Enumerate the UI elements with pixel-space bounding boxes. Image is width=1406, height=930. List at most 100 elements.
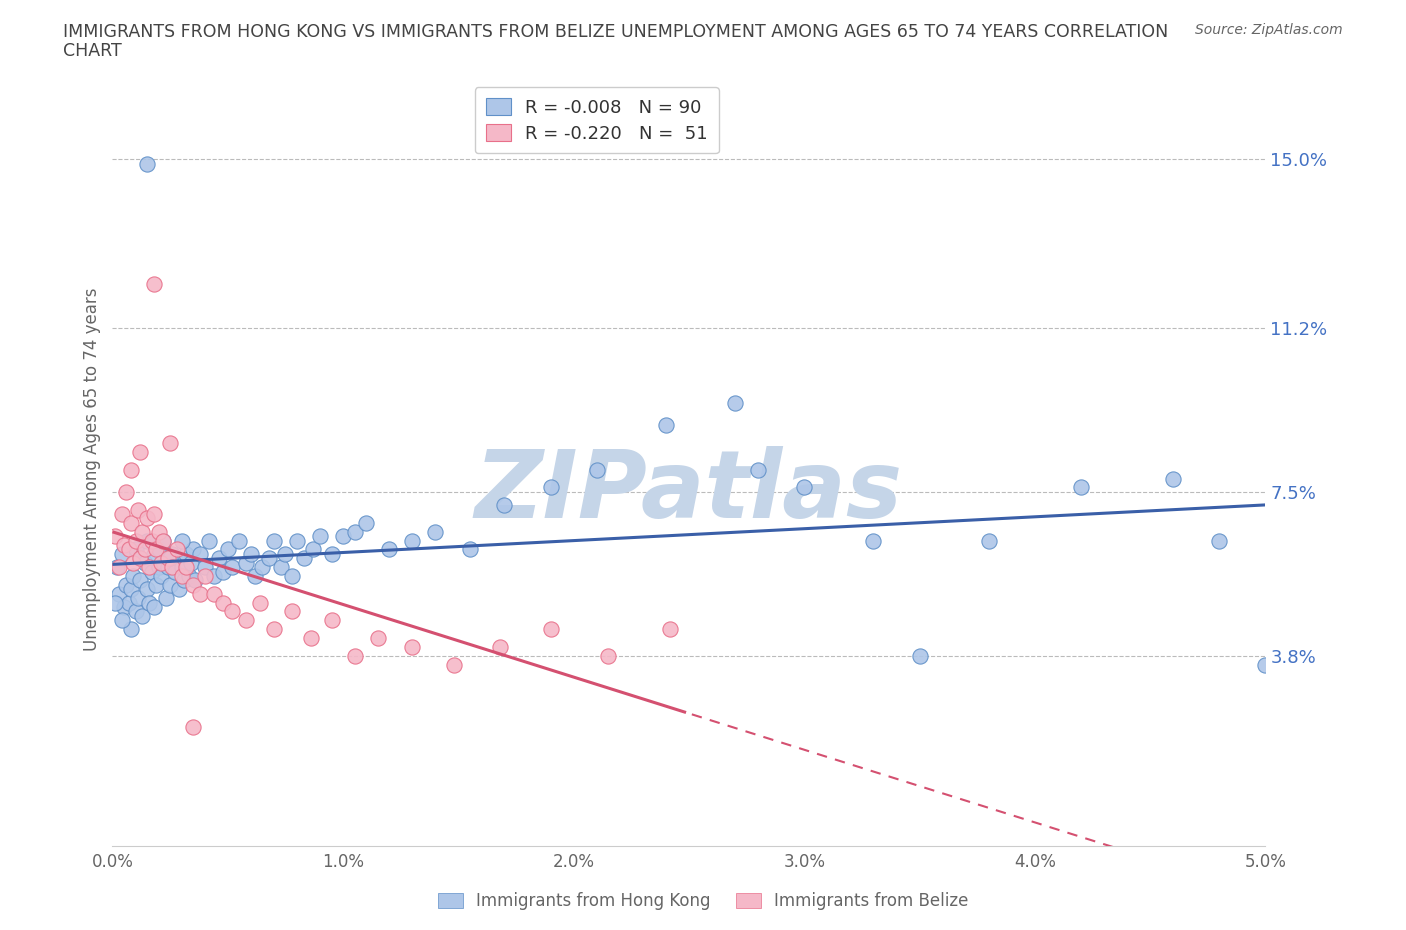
Point xyxy=(136,511,159,525)
Point xyxy=(908,648,931,663)
Point xyxy=(173,573,195,588)
Point xyxy=(181,719,204,734)
Point xyxy=(263,533,285,548)
Point xyxy=(184,573,207,588)
Point xyxy=(378,542,401,557)
Point xyxy=(270,560,292,575)
Point xyxy=(249,595,271,610)
Point xyxy=(188,547,211,562)
Legend: R = -0.008   N = 90, R = -0.220   N =  51: R = -0.008 N = 90, R = -0.220 N = 51 xyxy=(475,87,718,153)
Point xyxy=(332,528,354,543)
Point xyxy=(281,568,304,583)
Point xyxy=(180,555,202,570)
Point xyxy=(194,568,217,583)
Point xyxy=(143,600,166,615)
Point xyxy=(129,551,152,565)
Point xyxy=(136,582,159,597)
Point xyxy=(1254,658,1277,672)
Point xyxy=(122,568,145,583)
Point xyxy=(1161,472,1184,486)
Point xyxy=(112,538,135,552)
Point xyxy=(143,507,166,522)
Text: ZIPatlas: ZIPatlas xyxy=(475,446,903,538)
Point xyxy=(489,640,512,655)
Point xyxy=(181,542,204,557)
Point xyxy=(145,578,167,592)
Point xyxy=(221,604,243,618)
Point xyxy=(152,533,174,548)
Point xyxy=(793,480,815,495)
Point xyxy=(156,560,179,575)
Point xyxy=(129,551,152,565)
Point xyxy=(148,542,170,557)
Point xyxy=(343,525,366,539)
Point xyxy=(141,565,163,579)
Point xyxy=(217,542,239,557)
Point xyxy=(122,555,145,570)
Point xyxy=(143,547,166,562)
Point xyxy=(239,547,262,562)
Point xyxy=(181,578,204,592)
Point xyxy=(862,533,884,548)
Point xyxy=(285,533,308,548)
Point xyxy=(401,533,423,548)
Point xyxy=(108,586,131,601)
Point xyxy=(202,586,225,601)
Point xyxy=(166,551,188,565)
Point xyxy=(129,445,152,459)
Point xyxy=(585,462,607,477)
Point xyxy=(120,622,142,637)
Point xyxy=(252,560,274,575)
Point xyxy=(292,551,315,565)
Point xyxy=(159,578,181,592)
Point xyxy=(104,528,127,543)
Point xyxy=(117,542,139,557)
Point xyxy=(977,533,1000,548)
Point xyxy=(124,604,146,618)
Point xyxy=(131,525,153,539)
Point xyxy=(169,582,191,597)
Point xyxy=(127,502,149,517)
Point xyxy=(659,622,682,637)
Point xyxy=(115,578,138,592)
Point xyxy=(263,622,285,637)
Point xyxy=(163,565,186,579)
Point xyxy=(111,613,134,628)
Point xyxy=(274,547,297,562)
Point xyxy=(136,533,159,548)
Point xyxy=(159,435,181,450)
Point xyxy=(188,586,211,601)
Point xyxy=(162,560,184,575)
Point xyxy=(134,542,156,557)
Point xyxy=(174,547,197,562)
Point xyxy=(159,551,181,565)
Point xyxy=(299,631,322,645)
Point xyxy=(235,555,257,570)
Point xyxy=(108,560,131,575)
Point xyxy=(245,568,267,583)
Point xyxy=(105,560,128,575)
Point xyxy=(120,582,142,597)
Point xyxy=(120,515,142,530)
Point xyxy=(138,595,160,610)
Point xyxy=(124,533,146,548)
Point xyxy=(152,533,174,548)
Point xyxy=(170,568,193,583)
Y-axis label: Unemployment Among Ages 65 to 74 years: Unemployment Among Ages 65 to 74 years xyxy=(83,288,101,651)
Point xyxy=(141,533,163,548)
Point xyxy=(120,462,142,477)
Point xyxy=(1208,533,1230,548)
Point xyxy=(401,640,423,655)
Point xyxy=(198,533,221,548)
Point xyxy=(228,533,250,548)
Point xyxy=(598,648,620,663)
Point xyxy=(155,591,177,605)
Point xyxy=(540,480,562,495)
Point xyxy=(111,507,134,522)
Point xyxy=(156,551,179,565)
Point xyxy=(443,658,465,672)
Point xyxy=(127,591,149,605)
Legend: Immigrants from Hong Kong, Immigrants from Belize: Immigrants from Hong Kong, Immigrants fr… xyxy=(432,885,974,917)
Point xyxy=(143,276,166,291)
Point xyxy=(321,547,343,562)
